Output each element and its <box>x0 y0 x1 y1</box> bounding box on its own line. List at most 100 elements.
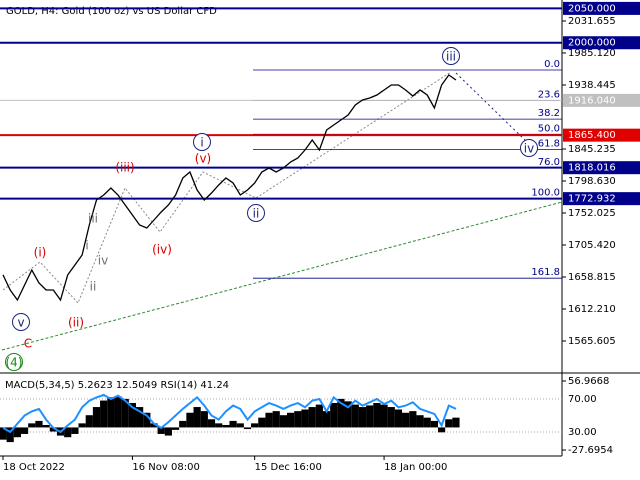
macd-bar <box>20 427 29 434</box>
y-tick-label: 1985.120 <box>568 48 616 59</box>
wave-label: C <box>24 337 32 351</box>
fib-label: 50.0 <box>538 123 560 134</box>
bid-label: 1916.040 <box>568 95 616 106</box>
y-tick-label: 1658.815 <box>568 272 616 283</box>
macd-bar <box>143 412 151 428</box>
macd-bar <box>243 427 252 430</box>
wave-label: i <box>85 239 88 253</box>
macd-bar <box>107 397 115 428</box>
trend-line <box>1 201 563 351</box>
wave-label: (v) <box>195 152 211 166</box>
macd-bar <box>423 417 431 428</box>
x-tick-label: 16 Nov 08:00 <box>132 462 199 473</box>
level-label: 2000.000 <box>568 38 616 49</box>
fib-label: 61.8 <box>538 138 560 149</box>
macd-bar <box>315 404 323 428</box>
wave-circle <box>247 204 265 222</box>
y-tick-label: 56.9668 <box>568 376 609 387</box>
wave-circle <box>442 47 460 65</box>
wave-label: (4) <box>6 356 23 370</box>
price-line <box>2 74 457 302</box>
wave-circle <box>193 133 211 151</box>
macd-bar <box>351 404 359 428</box>
macd-bar <box>164 427 172 436</box>
macd-bar <box>136 407 144 428</box>
x-tick-label: 18 Oct 2022 <box>3 462 65 473</box>
macd-bar <box>402 412 410 428</box>
macd-bar <box>49 427 57 432</box>
indicator-title: MACD(5,34,5) 5.2623 12.5049 RSI(14) 41.2… <box>5 380 229 391</box>
wave-circle <box>520 139 538 157</box>
macd-bar <box>394 409 403 428</box>
macd-bar <box>100 400 108 428</box>
macd-bar <box>179 420 187 428</box>
fib-label: 100.0 <box>531 188 560 199</box>
macd-bar <box>287 412 295 428</box>
y-tick-label: 2031.655 <box>568 16 616 27</box>
macd-bar <box>380 404 388 428</box>
fib-label: 38.2 <box>538 108 560 119</box>
wave-label: ii <box>253 207 260 221</box>
x-tick-label: 15 Dec 16:00 <box>255 462 322 473</box>
level-label: 2050.000 <box>568 3 616 14</box>
macd-bar <box>373 402 381 428</box>
y-tick-label: 1565.605 <box>568 336 616 347</box>
wave-label: v <box>17 316 24 330</box>
macd-bar <box>128 402 137 428</box>
wave-label: iii <box>88 212 98 226</box>
wave-line <box>2 71 452 304</box>
level-box <box>563 192 640 206</box>
macd-bar <box>207 419 216 428</box>
macd-bar <box>272 411 280 428</box>
macd-bar <box>387 407 395 428</box>
level-box <box>563 1 640 15</box>
macd-bar <box>416 415 424 428</box>
y-tick-label: 1845.235 <box>568 144 616 155</box>
macd-bar <box>337 398 345 428</box>
macd-bar <box>258 417 266 428</box>
macd-bar <box>186 412 194 428</box>
fib-label: 161.8 <box>531 267 560 278</box>
macd-bar <box>150 423 158 428</box>
macd-bar <box>301 409 309 428</box>
wave-label: iv <box>98 254 108 268</box>
macd-bar <box>445 419 453 428</box>
wave-label: iv <box>524 142 534 156</box>
macd-bar <box>344 401 352 428</box>
wave-label: iii <box>446 50 456 64</box>
macd-bar <box>229 420 237 428</box>
y-tick-label: 1938.445 <box>568 80 616 91</box>
macd-bar <box>114 396 122 428</box>
macd-bar <box>0 427 7 440</box>
level-label: 1865.400 <box>568 130 616 141</box>
fib-label: 76.0 <box>538 157 560 168</box>
y-tick-label: -27.6954 <box>568 445 613 456</box>
macd-bar <box>437 427 446 433</box>
wave-label: (ii) <box>68 316 84 330</box>
macd-bar <box>294 411 302 428</box>
macd-bar <box>157 427 165 434</box>
macd-bar <box>322 411 331 428</box>
wave-label: ii <box>90 280 97 294</box>
level-box <box>563 36 640 50</box>
y-tick-label: 30.00 <box>568 427 597 438</box>
level-label: 1772.932 <box>568 194 616 205</box>
macd-bar <box>279 415 288 428</box>
macd-bar <box>85 415 93 428</box>
macd-bar <box>121 398 129 428</box>
macd-bar <box>236 423 244 428</box>
macd-bar <box>251 423 259 428</box>
level-label: 1818.016 <box>568 163 616 174</box>
macd-bar <box>265 412 273 428</box>
macd-bar <box>308 407 316 428</box>
wave-circle <box>5 353 23 371</box>
bid-box <box>563 93 640 107</box>
macd-bar <box>35 420 43 428</box>
macd-bar <box>193 407 201 428</box>
macd-bar <box>92 407 101 428</box>
macd-bar <box>13 427 21 438</box>
y-tick-label: 1612.210 <box>568 304 616 315</box>
macd-bar <box>358 407 367 428</box>
wave-label: (iii) <box>115 161 134 175</box>
